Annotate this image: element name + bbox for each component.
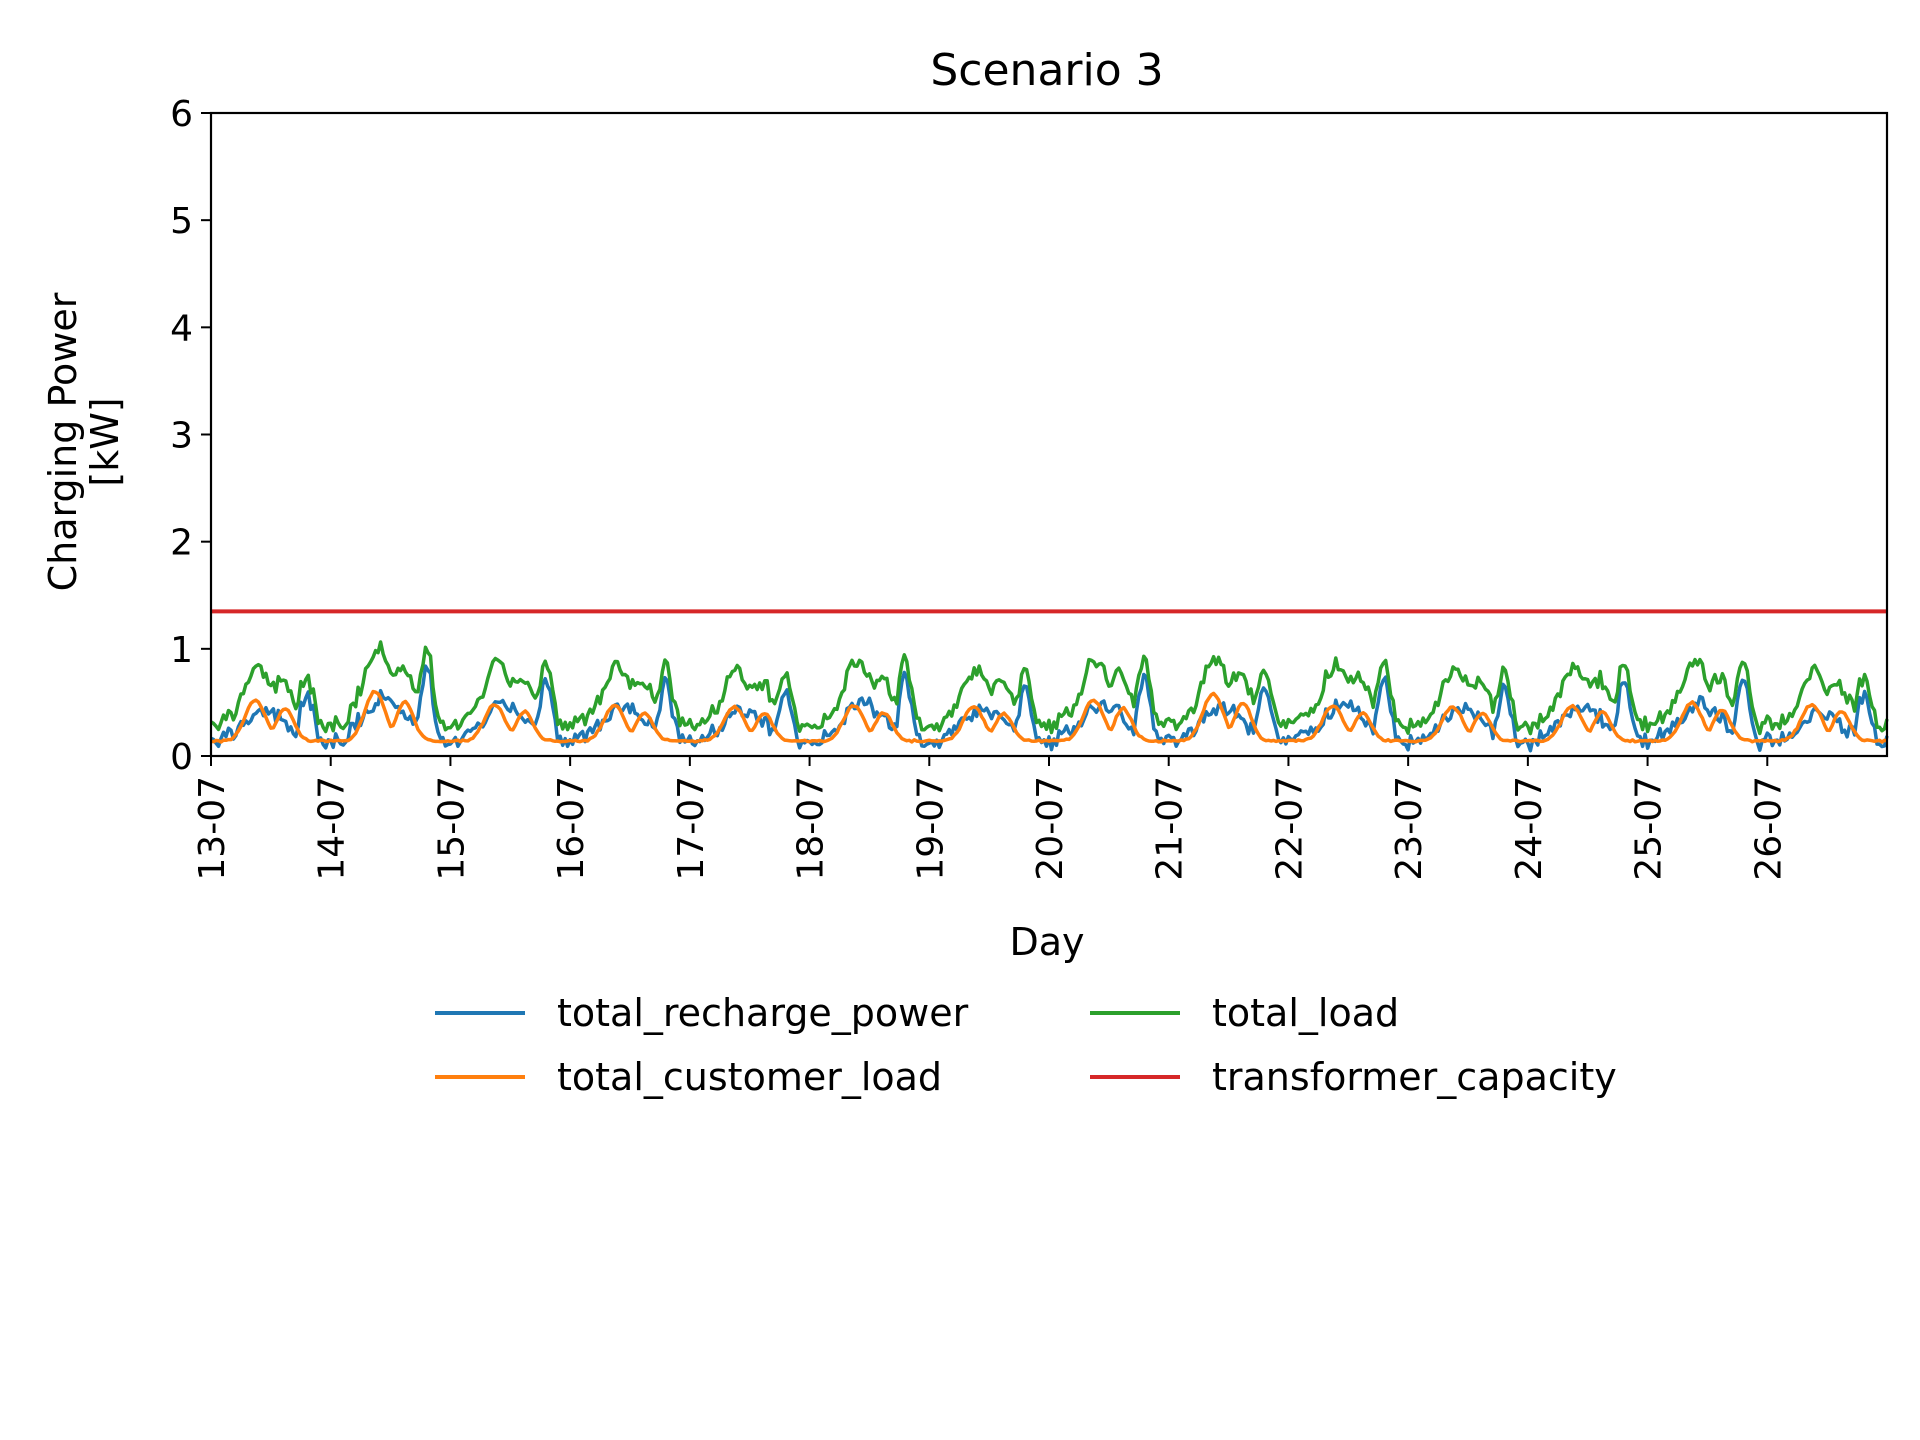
x-tick-label: 20-07	[1030, 776, 1071, 881]
y-tick-label: 4	[170, 308, 193, 349]
x-axis: 13-07 14-07 15-07 16-07 17-07 18-07 19-07 20-07…	[192, 756, 1789, 881]
series-line-total_recharge_power	[210, 664, 1889, 753]
x-tick-label: 19-07	[910, 776, 951, 881]
legend-label-total_customer_load: total_customer_load	[557, 1055, 942, 1099]
x-tick-label: 17-07	[671, 776, 712, 881]
series-line-total_customer_load	[210, 689, 1888, 744]
x-tick-label: 15-07	[431, 776, 472, 881]
series-layer	[210, 609, 1889, 753]
x-axis-label: Day	[1009, 920, 1084, 964]
x-tick-label: 25-07	[1629, 776, 1670, 881]
x-tick-label: 13-07	[192, 776, 233, 881]
legend: total_recharge_power total_customer_load t…	[435, 991, 1617, 1099]
x-tick-label: 16-07	[551, 776, 592, 881]
chart-title: Scenario 3	[930, 45, 1163, 96]
x-tick-label: 18-07	[791, 776, 832, 881]
series-line-total_load	[210, 640, 1889, 736]
x-tick-label: 26-07	[1748, 776, 1789, 881]
y-tick-label: 2	[170, 523, 193, 564]
legend-label-total_recharge_power: total_recharge_power	[557, 991, 969, 1035]
y-axis-label-line1: Charging Power	[41, 292, 85, 591]
y-tick-label: 5	[170, 201, 193, 242]
x-tick-label: 14-07	[312, 776, 353, 881]
x-tick-label: 23-07	[1389, 776, 1430, 881]
x-tick-label: 22-07	[1269, 776, 1310, 881]
y-axis: 0 1 2 3 4 5 6	[170, 94, 211, 778]
y-axis-label-line2: [kW]	[83, 397, 127, 486]
legend-label-total_load: total_load	[1212, 991, 1399, 1035]
y-tick-label: 1	[170, 630, 193, 671]
legend-label-transformer_capacity: transformer_capacity	[1212, 1055, 1617, 1099]
y-tick-label: 0	[170, 737, 193, 778]
x-tick-label: 21-07	[1150, 776, 1191, 881]
y-tick-label: 3	[170, 416, 193, 457]
x-tick-label: 24-07	[1509, 776, 1550, 881]
y-tick-label: 6	[170, 94, 193, 135]
